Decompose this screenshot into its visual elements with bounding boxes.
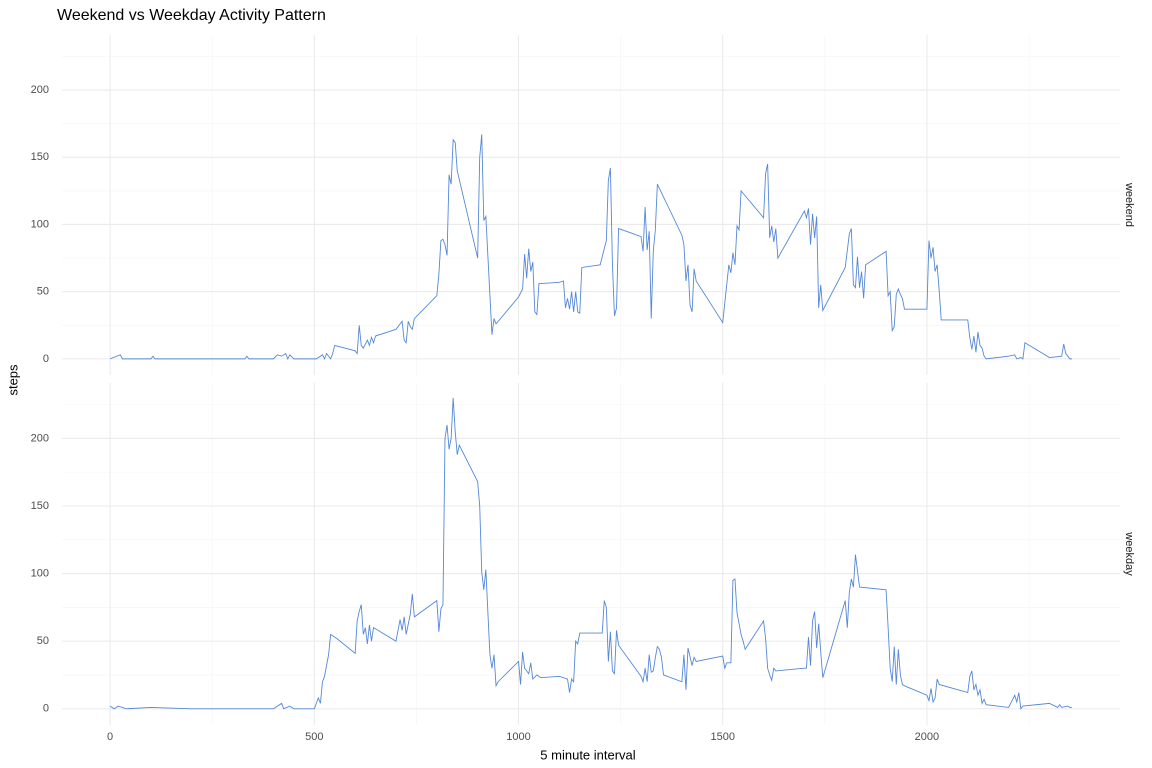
y-tick-label: 0 — [43, 703, 49, 715]
x-tick-label: 0 — [107, 731, 113, 743]
x-tick-label: 1500 — [710, 731, 734, 743]
y-tick-label: 50 — [37, 635, 49, 647]
series-line — [109, 134, 1072, 360]
y-tick-label: 150 — [31, 151, 49, 163]
y-tick-label: 150 — [31, 500, 49, 512]
facet-label: weekend — [1123, 182, 1135, 227]
x-axis-label: 5 minute interval — [540, 747, 635, 762]
x-tick-label: 500 — [305, 731, 323, 743]
y-axis-label: steps — [5, 364, 20, 396]
facet-label: weekday — [1123, 531, 1135, 576]
y-tick-label: 100 — [31, 218, 49, 230]
y-tick-label: 0 — [43, 353, 49, 365]
series-line — [109, 397, 1072, 710]
y-tick-label: 50 — [37, 286, 49, 298]
y-tick-label: 200 — [31, 432, 49, 444]
x-tick-label: 1000 — [506, 731, 530, 743]
chart-title: Weekend vs Weekday Activity Pattern — [57, 7, 326, 24]
x-tick-label: 2000 — [915, 731, 939, 743]
y-tick-label: 200 — [31, 84, 49, 96]
y-tick-label: 100 — [31, 568, 49, 580]
